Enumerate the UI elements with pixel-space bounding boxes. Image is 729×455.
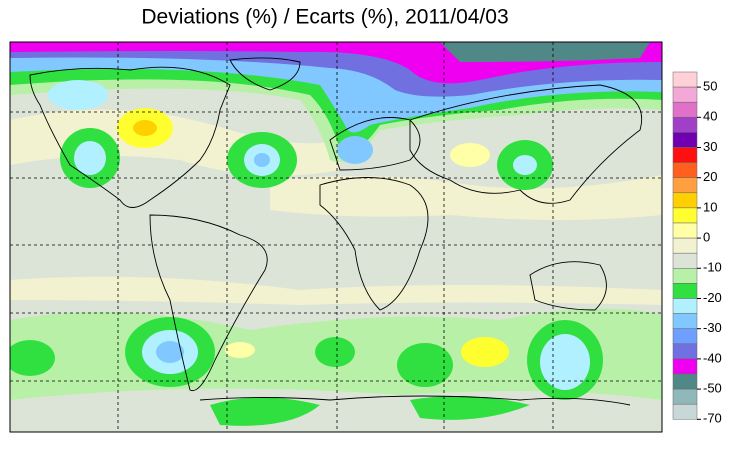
color-swatch [672,298,698,314]
color-swatch [672,132,698,148]
deviation-field [10,42,662,432]
colorbar-label: -70 [703,411,722,426]
color-swatch [672,403,698,420]
color-swatch [672,177,698,194]
color-swatch [672,222,698,239]
colorbar-label: -20 [703,290,722,305]
colorbar-label: -10 [703,260,722,275]
map-frame [9,41,663,433]
color-swatch [672,192,698,209]
color-swatch [672,283,698,299]
colorbar-label: 50 [703,79,717,94]
colorbar-label: 10 [703,199,717,214]
color-swatch [672,101,698,118]
colorbar: 50 40 30 20 10 0 -10 -20 -30 -40 -50 -70 [672,71,722,426]
color-swatch [672,358,698,375]
colorbar-label: -30 [703,320,722,335]
color-swatch [672,252,698,269]
colorbar-label: 0 [703,230,710,245]
color-swatch [672,343,698,360]
colorbar-label: -50 [703,381,722,396]
colorbar-label: 40 [703,109,717,124]
color-swatch [672,373,698,390]
color-swatch [672,313,698,329]
color-swatch [672,268,698,284]
color-swatch [672,237,698,254]
colorbar-label: 20 [703,169,717,184]
color-swatch [672,328,698,345]
map-title: Deviations (%) / Ecarts (%), 2011/04/03 [141,6,508,29]
colorbar-label: -40 [703,350,722,365]
colorbar-label: 30 [703,139,717,154]
color-swatch [672,162,698,178]
color-swatch [672,71,698,88]
color-swatch [672,117,698,133]
color-swatch [672,147,698,163]
color-swatch [672,207,698,224]
color-swatch [672,388,698,405]
color-swatch [672,86,698,103]
